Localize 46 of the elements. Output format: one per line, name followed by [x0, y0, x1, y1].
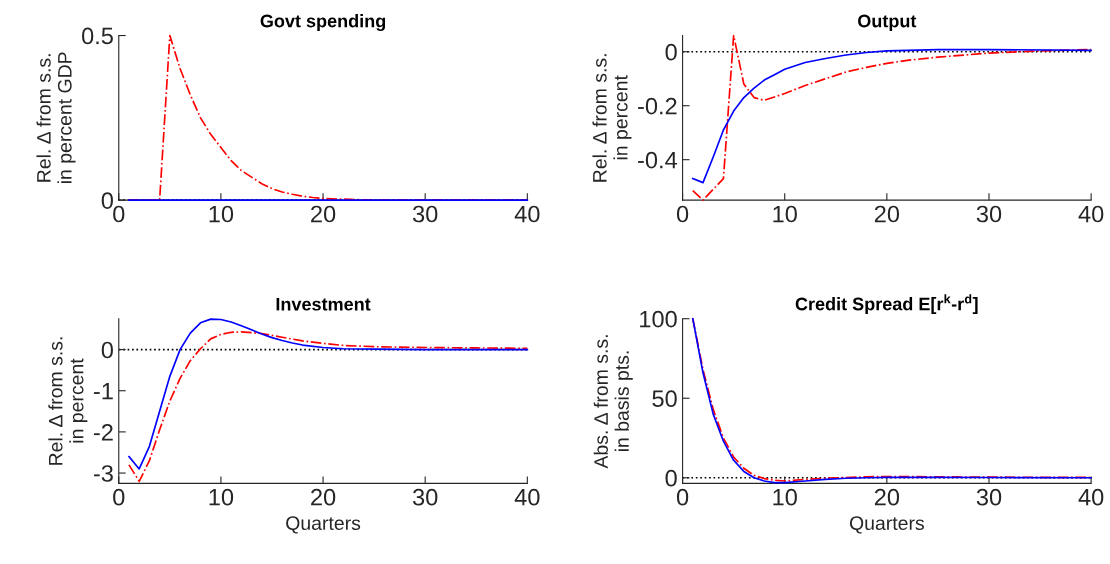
y-tick-label: -3 [93, 465, 113, 482]
y-tick-label: 0 [101, 192, 113, 209]
x-tick-label: 0 [113, 488, 125, 506]
y-axis-title: Abs. Δ from s.s. in basis pts. [593, 335, 633, 469]
x-tick-label: 40 [514, 488, 540, 506]
y-tick-label: 50 [652, 390, 677, 408]
x-tick-label: 20 [874, 205, 900, 223]
x-tick-label: 30 [976, 205, 1002, 223]
y-tick-label: 0.5 [82, 27, 113, 45]
x-tick-label: 0 [676, 205, 689, 223]
x-tick-label: 20 [874, 488, 900, 506]
x-tick-label: 0 [113, 205, 125, 223]
x-tick-label: 40 [1078, 488, 1104, 506]
y-tick-label: -0.2 [638, 97, 677, 115]
chart-title: Investment [276, 297, 371, 311]
y-tick-label: -1 [93, 383, 113, 400]
line-series [128, 318, 529, 470]
x-tick-label: 30 [976, 488, 1002, 506]
x-tick-label: 30 [412, 205, 438, 223]
x-tick-label: 40 [514, 205, 540, 223]
chart-title: Credit Spread E[r$^{k}$-r$^{d}$] [795, 294, 978, 314]
line-series [691, 48, 1092, 184]
x-tick-label: 10 [209, 488, 234, 506]
y-tick-label: 0 [665, 43, 677, 61]
x-tick-label: 10 [209, 205, 234, 223]
y-tick-label: -0.4 [638, 151, 678, 169]
y-tick-label: -2 [93, 423, 113, 441]
y-tick-label: 0 [665, 469, 677, 487]
x-tick-label: 10 [773, 205, 797, 223]
chart-title: Output [858, 14, 917, 31]
x-tick-label: 10 [773, 488, 797, 506]
x-tick-label: 30 [412, 488, 438, 506]
x-axis-title: Quarters [286, 516, 361, 534]
chart-title: Govt spending [260, 14, 386, 32]
y-tick-label: 100 [640, 310, 677, 328]
y-axis-title: Rel. Δ from s.s. in percent [48, 337, 88, 465]
x-tick-label: 20 [311, 488, 336, 506]
line-series [691, 34, 1092, 202]
x-tick-label: 40 [1078, 205, 1104, 223]
y-axis-title: Rel. Δ from s.s. in percent GDP [36, 52, 76, 184]
y-axis-title: Rel. Δ from s.s. in percent [592, 54, 632, 182]
y-tick-label: 0 [101, 341, 113, 359]
line-series [128, 331, 529, 483]
x-axis-title: Quarters [849, 516, 924, 534]
x-tick-label: 0 [676, 488, 689, 506]
x-tick-label: 20 [311, 205, 336, 223]
